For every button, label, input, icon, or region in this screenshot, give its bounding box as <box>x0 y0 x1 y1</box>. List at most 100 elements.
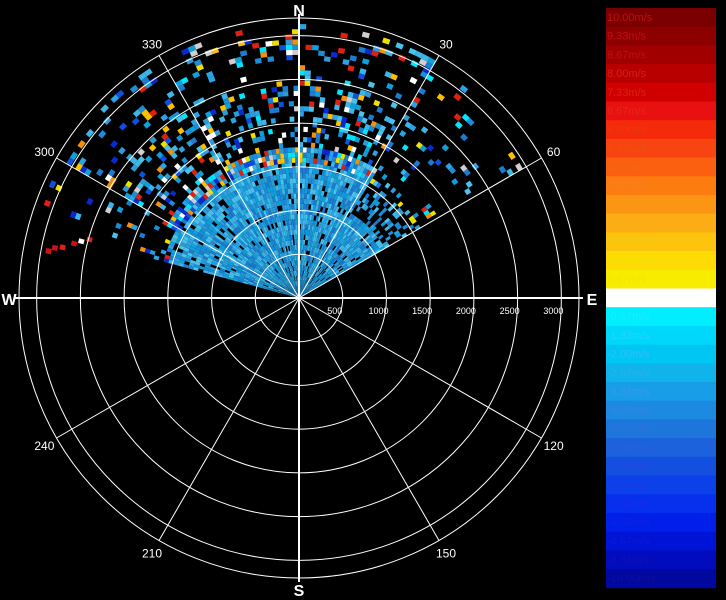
velocity-cell <box>285 267 289 273</box>
velocity-cell <box>250 255 256 261</box>
velocity-cell <box>331 193 336 200</box>
velocity-cell <box>271 240 276 246</box>
velocity-cell <box>349 55 357 62</box>
velocity-cell <box>238 109 245 116</box>
velocity-cell <box>314 278 319 283</box>
azimuth-tick-label: 30 <box>439 37 453 51</box>
velocity-cell <box>325 218 330 225</box>
velocity-cell <box>313 179 318 185</box>
velocity-cell <box>278 287 284 291</box>
velocity-cell <box>237 158 244 165</box>
velocity-cell <box>299 70 305 76</box>
velocity-cell <box>238 276 245 280</box>
velocity-cell <box>210 186 217 193</box>
velocity-cell <box>351 221 357 228</box>
velocity-cell <box>190 137 198 145</box>
velocity-cell <box>202 147 210 155</box>
velocity-cell <box>291 288 295 293</box>
velocity-cell <box>358 183 365 190</box>
velocity-cell <box>372 198 378 205</box>
velocity-cell <box>334 254 340 260</box>
velocity-cell <box>229 205 235 211</box>
velocity-cell <box>201 224 208 231</box>
velocity-cell <box>308 256 312 262</box>
velocity-cell <box>262 251 267 257</box>
velocity-cell <box>248 182 254 189</box>
velocity-cell <box>175 115 184 124</box>
velocity-cell <box>290 214 293 220</box>
velocity-cell <box>381 173 388 181</box>
velocity-cell <box>319 102 325 108</box>
velocity-cell <box>362 248 369 254</box>
velocity-cell <box>283 257 287 263</box>
velocity-cell <box>282 173 287 180</box>
velocity-cell <box>372 244 379 250</box>
velocity-cell <box>232 236 239 242</box>
velocity-cell <box>293 270 295 277</box>
velocity-cell <box>441 143 450 152</box>
velocity-cell <box>344 199 349 205</box>
velocity-cell <box>262 161 268 168</box>
velocity-cell <box>276 266 281 272</box>
velocity-cell <box>266 219 271 226</box>
colorbar-label: 8.00m/s <box>607 68 647 80</box>
velocity-cell <box>174 176 182 184</box>
velocity-cell <box>257 189 263 196</box>
velocity-cell <box>272 263 277 269</box>
velocity-cell <box>325 275 331 280</box>
velocity-cell <box>258 282 264 286</box>
velocity-cell <box>225 130 232 137</box>
velocity-cell <box>219 255 226 260</box>
velocity-cell <box>412 212 419 219</box>
velocity-cell <box>351 250 357 255</box>
velocity-cell <box>199 150 206 157</box>
velocity-cell <box>347 65 355 72</box>
velocity-cell <box>328 155 333 162</box>
velocity-cell <box>305 277 309 283</box>
velocity-cell <box>312 168 316 175</box>
velocity-cell <box>275 244 279 250</box>
velocity-cell <box>398 210 405 217</box>
velocity-cell <box>419 144 427 153</box>
velocity-cell <box>423 209 430 216</box>
velocity-cell <box>230 117 237 124</box>
velocity-cell <box>180 256 186 261</box>
velocity-cell <box>285 168 290 174</box>
velocity-cell <box>209 266 215 271</box>
velocity-cell <box>346 200 352 207</box>
velocity-cell <box>295 275 297 281</box>
velocity-cell <box>290 229 293 236</box>
velocity-cell <box>149 136 157 144</box>
velocity-cell <box>316 272 321 278</box>
velocity-cell <box>273 288 279 291</box>
velocity-cell <box>349 102 357 110</box>
velocity-cell <box>215 224 222 231</box>
velocity-cell <box>336 195 341 202</box>
velocity-cell <box>324 274 330 279</box>
velocity-cell <box>300 286 303 292</box>
velocity-cell <box>390 73 398 81</box>
velocity-cell <box>289 266 292 272</box>
velocity-cell <box>335 211 340 218</box>
velocity-cell <box>267 288 273 291</box>
velocity-cell <box>302 287 305 292</box>
velocity-cell <box>355 120 362 127</box>
velocity-cell <box>209 223 216 229</box>
velocity-cell <box>249 210 255 217</box>
velocity-cell <box>208 209 215 216</box>
velocity-cell <box>309 280 314 285</box>
velocity-cell <box>279 242 283 248</box>
velocity-cell <box>302 147 307 153</box>
velocity-cell <box>278 142 284 149</box>
velocity-cell <box>156 190 164 198</box>
velocity-cell <box>210 250 217 256</box>
velocity-cell <box>326 254 331 260</box>
velocity-cell <box>353 230 359 236</box>
velocity-cell <box>219 173 226 181</box>
velocity-cell <box>228 233 235 239</box>
velocity-cell <box>353 253 359 258</box>
colorbar-swatch <box>606 307 716 327</box>
velocity-cell <box>244 112 251 120</box>
velocity-cell <box>292 260 294 266</box>
velocity-cell <box>312 275 316 281</box>
